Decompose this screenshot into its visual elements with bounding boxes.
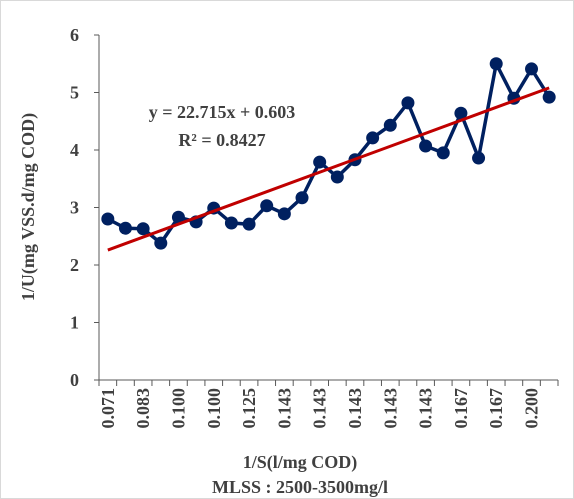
data-point [366, 131, 380, 145]
data-point [101, 212, 115, 226]
x-tick-label: 0.143 [310, 388, 330, 429]
data-point [136, 222, 150, 236]
trendline [107, 86, 550, 252]
x-tick-label: 0.143 [345, 388, 365, 429]
data-point [436, 146, 450, 160]
trend-r2: R² = 0.8427 [178, 130, 265, 150]
x-tick-label: 0.125 [239, 388, 259, 429]
y-tick-label: 0 [70, 370, 79, 390]
data-point [542, 90, 556, 104]
data-point [401, 96, 415, 110]
y-tick-label: 1 [70, 313, 79, 333]
trend-equation: y = 22.715x + 0.603 [149, 102, 296, 122]
x-tick-label: 0.143 [380, 388, 400, 429]
y-tick-label: 5 [70, 83, 79, 103]
data-point [313, 155, 327, 169]
data-point [472, 151, 486, 165]
x-tick-label: 0.100 [168, 388, 188, 429]
data-point [171, 210, 185, 224]
x-tick-label: 0.200 [522, 388, 542, 429]
data-point [295, 191, 309, 205]
data-point [330, 170, 344, 184]
chart-subtitle: MLSS : 2500-3500mg/l [212, 477, 388, 497]
x-tick-label: 0.083 [133, 388, 153, 429]
data-point [154, 236, 168, 250]
x-tick-label: 0.167 [451, 388, 471, 429]
data-point [489, 57, 503, 71]
y-axis-title: 1/U(mg VSS.d/mg COD) [18, 113, 39, 301]
y-tick-label: 2 [70, 255, 79, 275]
data-point [118, 221, 132, 235]
data-point [242, 217, 256, 231]
data-point [454, 106, 468, 120]
x-tick-label: 0.143 [416, 388, 436, 429]
y-tick-label: 4 [70, 140, 79, 160]
x-tick-label: 0.167 [486, 388, 506, 429]
data-point [277, 207, 291, 221]
data-point [224, 216, 238, 230]
x-tick-label: 0.071 [98, 388, 118, 429]
y-tick-label: 6 [70, 25, 79, 45]
y-tick-label: 3 [70, 198, 79, 218]
data-point [383, 118, 397, 132]
x-axis-title: 1/S(l/mg COD) [243, 452, 358, 473]
data-point [260, 199, 274, 213]
data-point [525, 62, 539, 76]
x-tick-label: 0.100 [204, 388, 224, 429]
x-tick-label: 0.143 [274, 388, 294, 429]
data-point [419, 139, 433, 153]
